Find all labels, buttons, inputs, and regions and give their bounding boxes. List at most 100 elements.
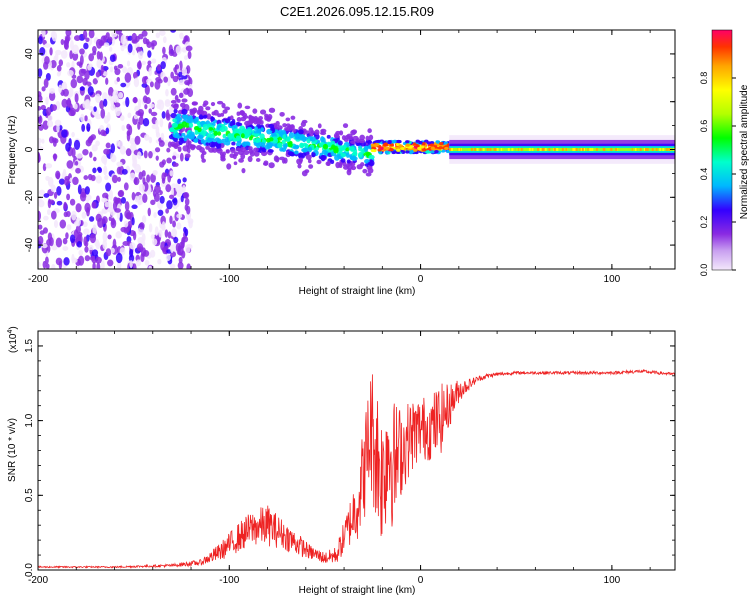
heatmap-cell (365, 172, 372, 177)
heatmap-cell (100, 260, 105, 269)
heatmap-cell (38, 106, 42, 111)
heatmap-cell (238, 158, 244, 163)
heatmap-cell (108, 189, 114, 201)
heatmap-cell (586, 148, 589, 151)
heatmap-cell (129, 172, 136, 181)
heatmap-cell (573, 148, 576, 151)
heatmap-cell (237, 102, 243, 109)
heatmap-cell (156, 103, 162, 109)
heatmap-cell (311, 152, 316, 158)
heatmap-cell (111, 174, 118, 184)
heatmap-cell (93, 106, 97, 112)
heatmap-cell (126, 212, 132, 220)
heatmap-cell (363, 145, 369, 152)
heatmap-cell (117, 92, 124, 99)
heatmap-cell (50, 59, 57, 69)
heatmap-cell (450, 148, 453, 151)
heatmap-cell (330, 159, 335, 165)
heatmap-cell (610, 148, 613, 151)
heatmap-cell (122, 66, 128, 74)
heatmap-cell (185, 244, 191, 254)
heatmap-cell (50, 210, 57, 220)
heatmap-cell (120, 226, 127, 233)
heatmap-cell (38, 68, 43, 78)
heatmap-cell (668, 148, 671, 151)
heatmap-cell (282, 123, 287, 128)
heatmap-cell (61, 98, 68, 108)
heatmap-cell (69, 87, 74, 98)
heatmap-cell (438, 146, 443, 150)
spectrogram-x-label: Height of straight line (km) (299, 286, 416, 297)
heatmap-cell (341, 135, 346, 141)
heatmap-cell (304, 169, 310, 174)
heatmap-cell (54, 119, 62, 127)
heatmap-cell (253, 147, 259, 153)
heatmap-cell (135, 46, 143, 52)
heatmap-cell (216, 100, 224, 105)
heatmap-cell (69, 50, 73, 60)
heatmap-cell (135, 110, 142, 116)
heatmap-cell (216, 148, 223, 154)
heatmap-cell (345, 163, 350, 168)
heatmap-cell (405, 150, 410, 154)
heatmap-cell (583, 148, 586, 151)
heatmap-cell (144, 259, 150, 266)
spectrogram-x-ticks: -200 -100 0 100 (28, 30, 651, 285)
heatmap-cell (178, 140, 183, 146)
heatmap-cell (115, 30, 122, 35)
heatmap-cell (76, 61, 82, 66)
heatmap-cell (38, 137, 42, 144)
heatmap-cell (152, 169, 158, 176)
heatmap-cell (305, 154, 312, 160)
heatmap-cell (430, 150, 435, 154)
heatmap-cell (496, 148, 499, 151)
heatmap-cell (39, 47, 46, 56)
heatmap-cell (539, 148, 542, 151)
heatmap-cell (408, 145, 413, 149)
heatmap-cell (103, 98, 108, 107)
heatmap-cell (175, 45, 182, 55)
heatmap-cell (202, 114, 208, 119)
heatmap-cell (47, 176, 54, 187)
heatmap-cell (278, 136, 283, 141)
heatmap-cell (104, 201, 110, 208)
heatmap-cell (308, 127, 314, 132)
heatmap-cell (229, 115, 234, 120)
heatmap-cell (58, 84, 62, 94)
heatmap-cell (169, 215, 173, 225)
heatmap-cell (127, 43, 133, 53)
x-tick-label: 100 (604, 575, 621, 586)
heatmap-cell (157, 79, 163, 84)
heatmap-cell (269, 137, 274, 142)
heatmap-cell (155, 155, 159, 161)
heatmap-cell (84, 70, 90, 80)
heatmap-cell (107, 259, 114, 267)
heatmap-cell (128, 254, 135, 263)
heatmap-cell (173, 108, 178, 114)
heatmap-cell (585, 148, 588, 151)
heatmap-cell (96, 59, 102, 69)
heatmap-cell (224, 106, 231, 111)
heatmap-cell (170, 87, 177, 96)
heatmap-cell (42, 260, 47, 269)
heatmap-cell (99, 100, 105, 110)
y-tick-label: -20 (24, 190, 35, 205)
heatmap-cell (95, 38, 103, 49)
heatmap-cell (489, 148, 492, 151)
heatmap-cell (66, 224, 72, 231)
heatmap-cell (82, 221, 88, 228)
heatmap-cell (581, 148, 584, 151)
heatmap-cell (76, 75, 84, 84)
heatmap-cell (137, 98, 142, 109)
snr-multiplier-close: ) (8, 326, 19, 329)
heatmap-cell (150, 173, 156, 183)
heatmap-cell (374, 143, 380, 147)
heatmap-cell (148, 108, 152, 114)
heatmap-cell (45, 263, 50, 269)
heatmap-cell (179, 32, 184, 40)
heatmap-cell (248, 146, 253, 151)
heatmap-cell (362, 168, 368, 174)
heatmap-cell (182, 184, 186, 194)
heatmap-cell (263, 160, 269, 166)
heatmap-cell (115, 231, 122, 239)
